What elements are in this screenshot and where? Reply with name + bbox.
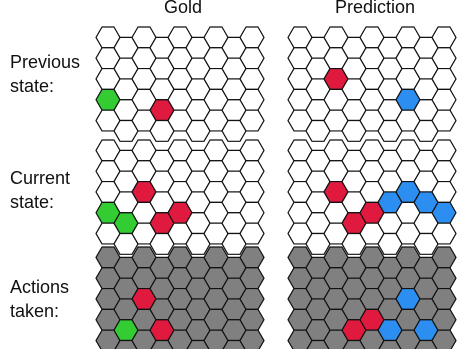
hex-cell <box>431 329 457 349</box>
hex-cell <box>239 180 265 203</box>
hex-cell <box>239 222 265 245</box>
hex-cell <box>431 287 457 310</box>
hex-cell <box>431 160 457 183</box>
hex-cell <box>431 47 457 70</box>
hex-cell <box>239 26 265 49</box>
hex-cell <box>431 222 457 245</box>
hex-board-current-prediction <box>287 139 457 255</box>
row-label-line: state: <box>10 192 55 212</box>
hex-cell <box>239 201 265 224</box>
hex-cell <box>431 109 457 132</box>
hex-cell <box>431 139 457 162</box>
hex-cell <box>239 47 265 70</box>
hex-cell <box>431 88 457 111</box>
row-label-line: taken: <box>10 301 60 321</box>
row-label-line: Actions <box>10 277 70 297</box>
hex-board-previous-prediction <box>287 26 457 142</box>
hex-cell <box>239 139 265 162</box>
hex-board-previous-gold <box>95 26 265 142</box>
row-label-current-state: Current state: <box>10 166 70 214</box>
column-header-prediction: Prediction <box>334 0 416 17</box>
row-label-actions-taken: Actions taken: <box>10 275 69 323</box>
row-label-line: Current <box>10 168 71 188</box>
hex-board-current-gold <box>95 139 265 255</box>
hex-cell <box>431 267 457 290</box>
hex-cell <box>239 88 265 111</box>
hex-cell <box>239 246 265 269</box>
hex-cell <box>239 308 265 331</box>
hex-cell <box>239 109 265 132</box>
row-label-line: Previous <box>10 52 81 72</box>
hex-cell <box>239 160 265 183</box>
hex-cell <box>431 308 457 331</box>
hex-cell <box>239 267 265 290</box>
hex-cell <box>431 246 457 269</box>
row-label-line: state: <box>10 76 55 96</box>
hex-cell <box>239 287 265 310</box>
hex-board-actions-prediction <box>287 246 457 349</box>
column-header-gold: Gold <box>163 0 203 17</box>
hex-board-actions-gold <box>95 246 265 349</box>
hex-cell-blue <box>431 201 457 224</box>
hex-cell <box>239 329 265 349</box>
hex-cell <box>431 180 457 203</box>
hex-cell <box>431 26 457 49</box>
hex-cell <box>431 67 457 90</box>
hex-cell <box>239 67 265 90</box>
row-label-previous-state: Previous state: <box>10 50 80 98</box>
